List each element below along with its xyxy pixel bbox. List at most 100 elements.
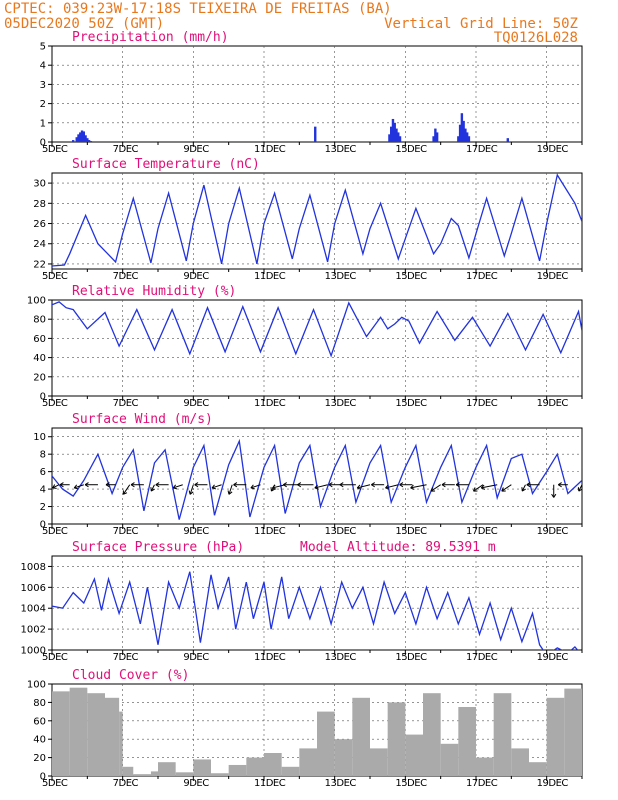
wind-vector-head bbox=[410, 484, 415, 490]
wind-vector-head bbox=[211, 484, 217, 490]
panel-frame bbox=[51, 427, 583, 525]
wind-vector bbox=[122, 484, 131, 495]
x-tick-label: 11DEC bbox=[254, 778, 286, 789]
cloud-bar bbox=[493, 693, 512, 776]
wind-vector-head bbox=[283, 482, 287, 488]
precip-bar bbox=[434, 128, 437, 142]
y-tick-label: 2 bbox=[40, 502, 46, 513]
y-tick-label: 80 bbox=[33, 698, 46, 709]
cloud-bar bbox=[52, 691, 70, 776]
precip-bar bbox=[77, 134, 80, 142]
wind-vector-head bbox=[356, 484, 362, 490]
temp-line bbox=[52, 173, 582, 267]
wind-vector-head bbox=[455, 482, 460, 488]
wind-vector-head bbox=[272, 484, 277, 490]
x-tick-label: 13DEC bbox=[325, 144, 357, 155]
x-tick-label: 11DEC bbox=[254, 398, 286, 409]
wind-vector-head bbox=[105, 482, 110, 488]
x-tick-label: 7DEC bbox=[113, 398, 139, 409]
y-tick-label: 10 bbox=[33, 432, 46, 443]
y-tick-label: 20 bbox=[33, 372, 46, 383]
cloud-bar bbox=[546, 697, 565, 776]
x-tick-label: 9DEC bbox=[183, 652, 209, 663]
panel-frame bbox=[51, 555, 583, 651]
wind-vector-head bbox=[122, 490, 128, 495]
cloud-bar bbox=[458, 707, 476, 776]
wind-vector bbox=[172, 484, 183, 489]
wind-vector-head bbox=[339, 482, 344, 488]
y-tick-label: 0 bbox=[40, 772, 46, 783]
wind-vector bbox=[501, 484, 512, 492]
x-tick-label: 11DEC bbox=[254, 271, 286, 282]
wind-vector-head bbox=[521, 487, 526, 492]
cloud-bar bbox=[122, 766, 134, 776]
cloud-bar bbox=[405, 734, 423, 776]
precip-bar bbox=[457, 136, 460, 142]
panel-wind: 0 2 4 6 8 10 5DEC 7DEC 9DEC 11DEC 13DEC 15DEC 17DEC 1… bbox=[33, 412, 583, 537]
wind-vector-head bbox=[430, 487, 436, 492]
wind-vector-head bbox=[399, 482, 404, 488]
wind-vector bbox=[314, 484, 328, 489]
y-tick-label: 20 bbox=[33, 753, 46, 764]
x-tick-label: 17DEC bbox=[466, 398, 498, 409]
panel-title: Relative Humidity (%) bbox=[72, 284, 236, 299]
precip-bar bbox=[89, 141, 93, 142]
x-tick-label: 15DEC bbox=[395, 652, 427, 663]
y-tick-label: 30 bbox=[33, 179, 46, 190]
wind-vector-head bbox=[227, 490, 233, 495]
panel-frame bbox=[51, 45, 583, 143]
header-model-code: TQ0126L028 bbox=[494, 30, 578, 46]
wind-line bbox=[52, 438, 582, 520]
wind-vector-head bbox=[194, 482, 199, 488]
y-tick-label: 40 bbox=[33, 735, 46, 746]
x-tick-label: 11DEC bbox=[254, 526, 286, 537]
y-tick-label: 1 bbox=[40, 118, 46, 129]
wind-vector bbox=[357, 484, 371, 489]
cloud-bar bbox=[564, 688, 582, 776]
cloud-bar bbox=[246, 757, 264, 776]
cloud-bar bbox=[264, 753, 282, 776]
precip-bar bbox=[458, 124, 462, 142]
cloud-bar bbox=[193, 759, 211, 776]
wind-vector-head bbox=[155, 482, 160, 488]
wind-vector-head bbox=[526, 482, 531, 488]
x-tick-label: 19DEC bbox=[537, 144, 569, 155]
wind-vector-head bbox=[73, 484, 79, 490]
press-line bbox=[52, 571, 579, 650]
cloud-bar bbox=[476, 757, 494, 776]
wind-vector-head bbox=[557, 482, 562, 488]
y-tick-label: 1008 bbox=[21, 562, 46, 573]
wind-vector-head bbox=[84, 482, 89, 488]
y-tick-label: 1000 bbox=[21, 646, 46, 657]
wind-vector-head bbox=[188, 490, 194, 495]
precip-bar bbox=[75, 137, 78, 142]
precip-bar bbox=[398, 136, 402, 142]
x-tick-label: 15DEC bbox=[395, 778, 427, 789]
precip-bar bbox=[467, 136, 471, 142]
y-tick-label: 1002 bbox=[21, 625, 46, 636]
cloud-bar bbox=[317, 711, 335, 776]
wind-vector-head bbox=[233, 482, 238, 488]
precip-bar bbox=[84, 135, 87, 142]
x-tick-label: 13DEC bbox=[325, 526, 357, 537]
cloud-bar bbox=[423, 693, 441, 776]
wind-vector bbox=[521, 484, 526, 492]
panel-title: Cloud Cover (%) bbox=[72, 668, 189, 683]
precip-bar bbox=[460, 113, 464, 142]
panel-rh: 0 20 40 60 80 100 5DEC 7DEC 9DEC 11DEC 13DEC 15DEC 1… bbox=[27, 284, 583, 409]
header-date: 05DEC2020 50Z (GMT) bbox=[4, 16, 164, 32]
rh-line bbox=[52, 301, 582, 358]
x-tick-label: 11DEC bbox=[254, 652, 286, 663]
wind-vector bbox=[385, 484, 399, 489]
cloud-bar bbox=[299, 748, 317, 776]
wind-vector bbox=[410, 484, 427, 489]
cloud-bar bbox=[175, 772, 194, 776]
precip-bar bbox=[82, 131, 85, 142]
wind-vector-head bbox=[52, 484, 57, 489]
x-tick-label: 7DEC bbox=[113, 144, 139, 155]
x-tick-label: 7DEC bbox=[113, 652, 139, 663]
y-tick-label: 80 bbox=[33, 315, 46, 326]
y-tick-label: 100 bbox=[27, 296, 46, 307]
x-tick-label: 7DEC bbox=[113, 778, 139, 789]
